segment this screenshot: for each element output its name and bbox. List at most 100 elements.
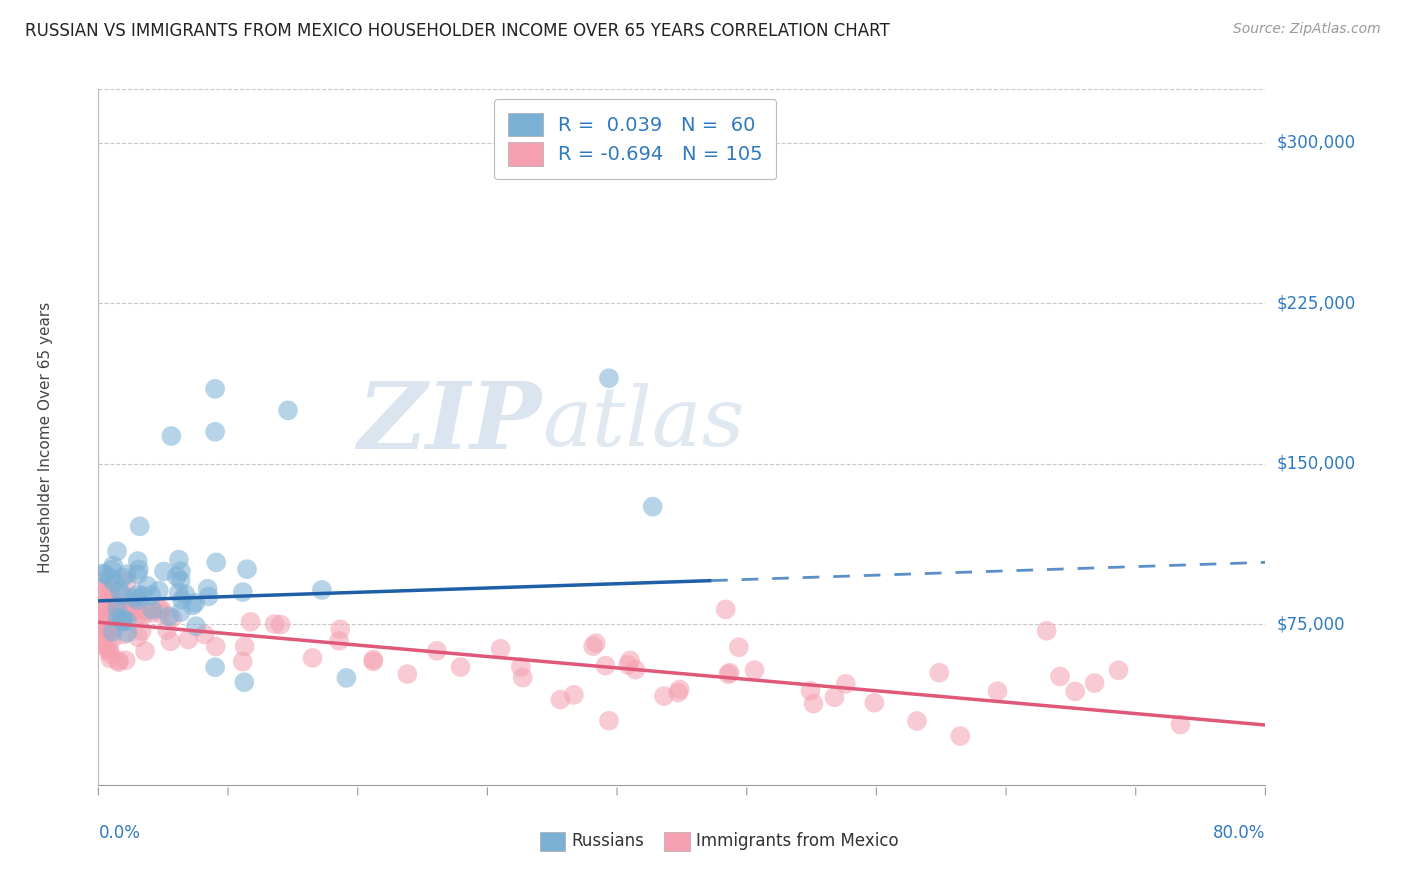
Point (263, 617, 285, 632)
Point (714, 602, 737, 616)
Point (718, 665, 741, 680)
Point (184, 619, 207, 633)
Point (112, 612, 135, 626)
Point (100, 582, 122, 596)
Point (167, 552, 190, 566)
Point (1049, 669, 1071, 683)
Point (131, 589, 153, 603)
Point (986, 684, 1008, 698)
Point (100, 571, 122, 585)
Point (652, 689, 675, 703)
Point (598, 371, 620, 385)
Point (141, 606, 163, 620)
Point (803, 697, 825, 711)
Point (233, 675, 256, 690)
Point (150, 607, 173, 621)
Text: $75,000: $75,000 (1277, 615, 1346, 633)
Point (121, 599, 143, 613)
Point (98, 641, 121, 656)
Point (744, 663, 766, 677)
Text: 0.0%: 0.0% (98, 824, 141, 842)
Point (301, 651, 323, 665)
Point (90, 599, 112, 614)
Point (194, 627, 217, 641)
Point (103, 558, 125, 573)
FancyBboxPatch shape (665, 831, 690, 851)
Point (277, 403, 299, 417)
Point (90, 633, 112, 648)
Point (928, 665, 950, 680)
Point (174, 587, 197, 601)
Point (89, 602, 111, 616)
Point (127, 567, 149, 582)
Point (89, 611, 111, 625)
Point (595, 658, 617, 673)
Point (204, 382, 226, 396)
Point (166, 569, 188, 583)
Point (101, 632, 124, 646)
Text: ZIP: ZIP (357, 378, 541, 468)
Point (236, 562, 259, 576)
Text: 80.0%: 80.0% (1213, 824, 1265, 842)
Point (162, 611, 184, 625)
Point (197, 590, 219, 604)
Point (134, 604, 156, 618)
Point (799, 683, 821, 698)
Point (103, 592, 125, 607)
Point (598, 714, 620, 728)
Point (114, 653, 136, 667)
Point (94, 582, 117, 596)
Point (118, 591, 141, 605)
Point (562, 688, 585, 702)
Point (127, 587, 149, 601)
Point (105, 544, 128, 558)
Point (205, 555, 228, 569)
Point (666, 686, 689, 700)
Point (124, 591, 146, 605)
Point (361, 654, 384, 668)
Point (124, 604, 146, 618)
Point (94, 566, 117, 581)
Point (111, 589, 134, 603)
Point (111, 615, 134, 629)
Point (583, 157, 606, 171)
Point (98, 620, 121, 634)
Text: $225,000: $225,000 (1277, 294, 1355, 312)
Point (91, 638, 114, 652)
Point (127, 630, 149, 644)
Point (112, 607, 135, 622)
Point (1170, 717, 1192, 731)
Point (91, 612, 114, 626)
Point (101, 563, 124, 577)
Point (150, 603, 173, 617)
Point (93, 593, 115, 607)
Point (132, 607, 155, 622)
Point (103, 575, 125, 590)
Point (509, 660, 531, 674)
Point (131, 624, 153, 638)
Point (115, 614, 138, 628)
Point (107, 610, 129, 624)
Point (582, 639, 605, 653)
Point (157, 609, 180, 624)
Point (111, 570, 134, 584)
Point (624, 663, 647, 677)
Point (1064, 684, 1087, 698)
Point (153, 565, 176, 579)
Point (115, 567, 138, 582)
Point (148, 583, 170, 598)
Point (1035, 624, 1057, 638)
Point (835, 677, 858, 691)
Point (329, 623, 352, 637)
Point (1107, 663, 1129, 677)
Point (233, 640, 256, 654)
Point (120, 599, 142, 614)
Point (101, 624, 124, 639)
Point (127, 554, 149, 568)
Text: $150,000: $150,000 (1277, 455, 1355, 473)
Point (100, 647, 122, 661)
Legend: R =  0.039   N =  60, R = -0.694   N = 105: R = 0.039 N = 60, R = -0.694 N = 105 (494, 99, 776, 179)
Point (98, 623, 121, 637)
Text: Immigrants from Mexico: Immigrants from Mexico (696, 831, 898, 849)
Point (204, 640, 226, 654)
